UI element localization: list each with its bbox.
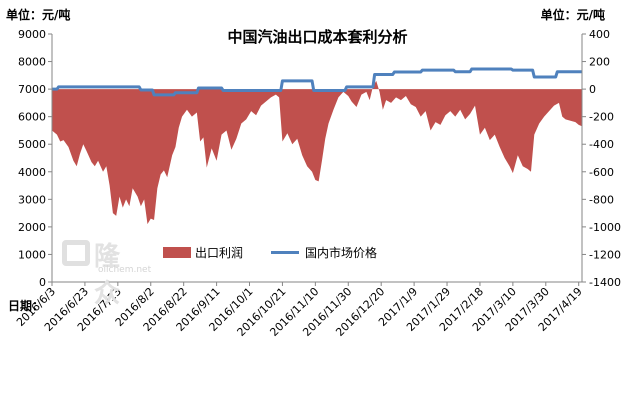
left-tick-label: 5000 bbox=[18, 138, 46, 151]
legend-label-price: 国内市场价格 bbox=[305, 246, 378, 260]
legend-swatch-area bbox=[163, 247, 191, 258]
legend-item-price: 国内市场价格 bbox=[271, 244, 377, 261]
right-tick-label: -1400 bbox=[589, 276, 621, 289]
left-tick-label: 6000 bbox=[18, 111, 46, 124]
oilchem-logo-icon bbox=[62, 240, 90, 266]
left-axis-unit: 单位：元/吨 bbox=[6, 8, 71, 22]
x-axis-unit: 日期： bbox=[8, 299, 45, 313]
chart-legend: 出口利润 国内市场价格 bbox=[163, 244, 405, 261]
watermark-cn: 隆众 bbox=[94, 242, 123, 309]
right-tick-label: -200 bbox=[589, 111, 614, 124]
right-tick-label: -1000 bbox=[589, 221, 621, 234]
left-tick-label: 2000 bbox=[18, 221, 46, 234]
right-tick-label: 400 bbox=[589, 28, 610, 41]
chart-title: 中国汽油出口成本套利分析 bbox=[227, 28, 408, 46]
profit-area bbox=[52, 80, 582, 225]
price-line bbox=[52, 67, 582, 97]
watermark-en: oilchem.net bbox=[98, 265, 152, 275]
left-tick-label: 3000 bbox=[18, 193, 46, 206]
left-tick-label: 1000 bbox=[18, 248, 46, 261]
right-tick-label: -600 bbox=[589, 166, 614, 179]
right-tick-label: 200 bbox=[589, 56, 610, 69]
left-tick-label: 4000 bbox=[18, 166, 46, 179]
left-tick-label: 8000 bbox=[18, 56, 46, 69]
right-tick-label: -1200 bbox=[589, 248, 621, 261]
left-tick-label: 9000 bbox=[18, 28, 46, 41]
legend-label-profit: 出口利润 bbox=[195, 246, 244, 260]
legend-swatch-line bbox=[271, 251, 300, 254]
left-tick-label: 7000 bbox=[18, 83, 46, 96]
legend-item-profit: 出口利润 bbox=[163, 244, 243, 261]
left-tick-label: 0 bbox=[39, 276, 46, 289]
right-axis-unit: 单位：元/吨 bbox=[540, 8, 605, 22]
right-tick-label: -400 bbox=[589, 138, 614, 151]
right-tick-label: -800 bbox=[589, 193, 614, 206]
right-tick-label: 0 bbox=[589, 83, 596, 96]
